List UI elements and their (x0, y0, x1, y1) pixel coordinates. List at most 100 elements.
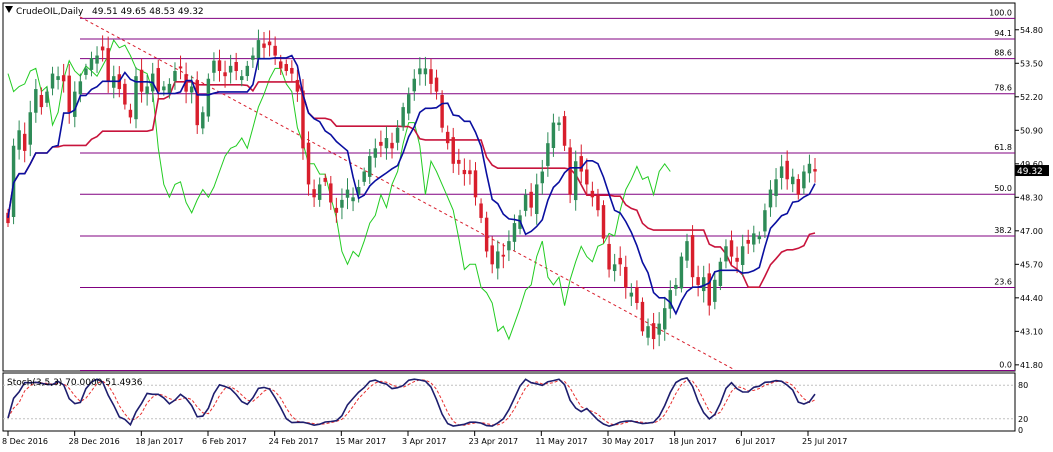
candle-body (156, 68, 160, 92)
candle-body (763, 210, 767, 232)
candle-body (735, 257, 739, 262)
candle-body (317, 184, 322, 200)
candle-body (334, 207, 339, 213)
candle-body (206, 78, 211, 117)
candle-body (423, 68, 428, 75)
candle-body (100, 46, 105, 51)
candle-body (351, 197, 355, 202)
candle-body (473, 170, 478, 198)
candle-body (418, 68, 422, 75)
candle-body (17, 130, 21, 150)
candle-body (301, 90, 305, 149)
candle-body (84, 68, 88, 75)
candle-body (434, 77, 439, 92)
candle-body (78, 81, 83, 95)
fib-label-8: 0.0 (999, 361, 1012, 370)
candle-body (746, 239, 750, 244)
candle-body (785, 160, 789, 180)
candle-body (507, 241, 511, 251)
stoch-tick-label-1: 20 (1018, 415, 1028, 424)
candle-body (674, 284, 678, 289)
candle-body (134, 76, 138, 120)
candle-body (701, 277, 706, 292)
candle-body (123, 83, 127, 105)
candle-body (440, 94, 444, 128)
stoch-tick-label-2: 0 (1018, 426, 1023, 435)
candle-body (740, 246, 745, 265)
candle-body (323, 178, 327, 182)
candle-body (184, 74, 188, 92)
stoch-tick-label-0: 80 (1018, 381, 1028, 390)
x-tick-label-5: 15 Mar 2017 (335, 437, 386, 446)
candle-body (640, 301, 645, 332)
candle-body (178, 66, 183, 69)
candle-body (223, 72, 227, 77)
candle-body (195, 80, 199, 126)
y-tick-label-9: 43.10 (1020, 327, 1043, 336)
trendline-line (79, 16, 736, 371)
fib-label-7: 23.6 (994, 278, 1012, 287)
y-tick-label-8: 44.40 (1020, 294, 1043, 303)
candle-body (173, 71, 177, 82)
candle-body (607, 243, 611, 270)
candle-body (501, 254, 506, 257)
candle-body (657, 323, 661, 335)
candle-body (139, 69, 144, 92)
main-panel-frame (2, 2, 1016, 372)
candle-body (690, 235, 695, 278)
candle-body (779, 166, 784, 178)
candle-body (34, 89, 38, 113)
candle-body (412, 78, 417, 92)
x-tick-label-4: 24 Feb 2017 (269, 437, 319, 446)
candle-body (128, 109, 133, 118)
candle-body (707, 273, 711, 306)
candle-body (429, 69, 433, 84)
candle-body (189, 86, 194, 93)
candle-body (295, 79, 300, 92)
candle-body (490, 245, 494, 265)
symbol-label: CrudeOIL,Daily (16, 7, 84, 17)
candle-body (50, 73, 55, 89)
candle-body (267, 41, 272, 46)
y-tick-label-10: 41.80 (1020, 361, 1043, 370)
candle-body (373, 148, 378, 158)
ohlc-values: 49.51 49.65 48.53 49.32 (92, 7, 204, 17)
candle-body (551, 122, 556, 149)
candle-body (768, 189, 773, 208)
candle-body (106, 48, 110, 82)
candle-body (61, 75, 66, 82)
slow-line (7, 81, 816, 289)
candle-body (256, 40, 261, 60)
candle-body (262, 43, 266, 48)
candle-body (368, 156, 372, 177)
candle-body (73, 91, 77, 117)
candle-body (646, 326, 650, 338)
x-tick-label-1: 28 Dec 2016 (69, 437, 120, 446)
candle-body (457, 159, 461, 164)
candle-body (217, 60, 222, 72)
fib-label-5: 50.0 (994, 184, 1012, 193)
stoch-main-line (7, 376, 816, 428)
candle-body (6, 212, 10, 224)
candle-body (89, 58, 94, 70)
candle-body (596, 195, 600, 211)
fib-label-1: 94.1 (994, 29, 1012, 38)
candle-body (468, 170, 472, 175)
candle-body (651, 323, 656, 340)
y-tick-label-0: 54.80 (1020, 26, 1043, 35)
candle-body (278, 61, 283, 69)
fast-line (7, 54, 816, 316)
candle-body (624, 266, 628, 288)
candle-body (679, 256, 684, 289)
x-tick-label-9: 30 May 2017 (602, 437, 654, 446)
x-tick-label-0: 8 Dec 2016 (2, 437, 48, 446)
slow-line-path (7, 81, 816, 289)
collapse-arrow-icon[interactable] (5, 6, 13, 13)
stoch-signal-line (7, 379, 816, 426)
x-tick-label-10: 18 Jun 2017 (669, 437, 717, 446)
y-tick-label-1: 53.50 (1020, 59, 1043, 68)
candle-body (546, 143, 550, 166)
current-price-label: 49.32 (1017, 167, 1043, 177)
y-tick-label-7: 45.70 (1020, 260, 1043, 269)
